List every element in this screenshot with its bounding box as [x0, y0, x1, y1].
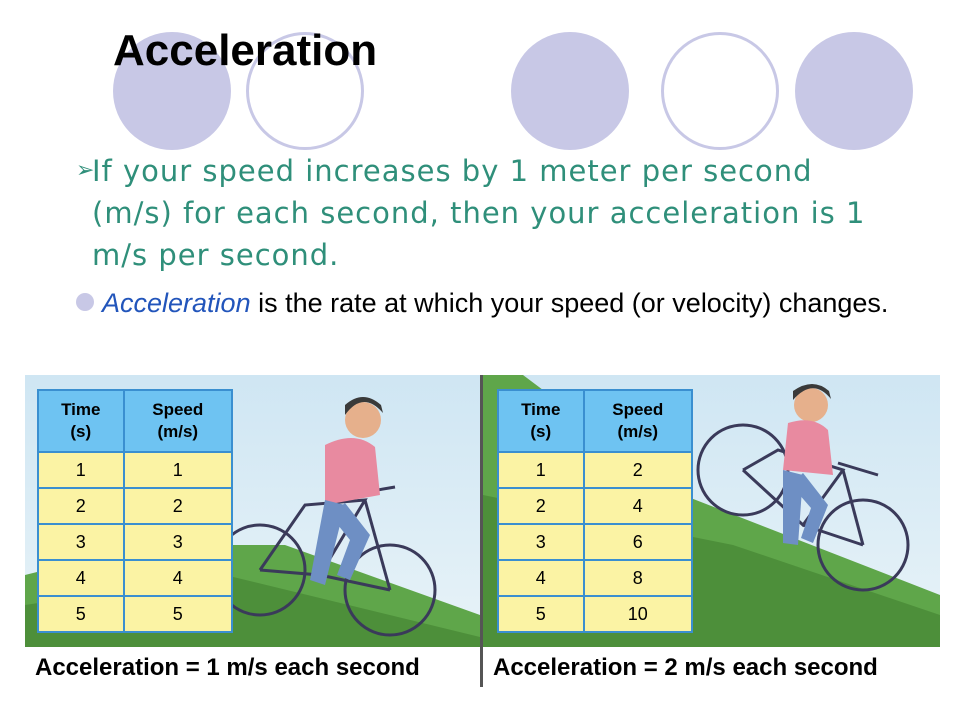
table-cell: 4: [497, 559, 585, 597]
left-header-time: Time (s): [37, 389, 125, 453]
table-cell: 2: [122, 487, 233, 525]
decor-circle-1: [113, 32, 231, 150]
table-cell: 2: [582, 451, 693, 489]
right-header-time: Time (s): [497, 389, 585, 453]
cyclist-icon: [783, 384, 833, 545]
table-cell: 3: [497, 523, 585, 561]
bicycle-icon: [696, 423, 910, 592]
table-cell: 10: [582, 595, 693, 633]
table-cell: 5: [37, 595, 125, 633]
table-cell: 4: [582, 487, 693, 525]
table-cell: 8: [582, 559, 693, 597]
bullet-2-rest: is the rate at which your speed (or velo…: [250, 288, 889, 318]
decor-circle-3: [795, 32, 913, 150]
decor-ring-1: [246, 32, 364, 150]
decor-circle-2: [511, 32, 629, 150]
bullet-point-1: ➢ If your speed increases by 1 meter per…: [76, 150, 876, 276]
panel-divider: [480, 375, 483, 687]
table-cell: 5: [122, 595, 233, 633]
table-cell: 1: [497, 451, 585, 489]
table-cell: 1: [122, 451, 233, 489]
right-header-speed: Speed (m/s): [582, 389, 693, 453]
decor-ring-2: [661, 32, 779, 150]
left-caption: Acceleration = 1 m/s each second: [35, 654, 420, 681]
table-cell: 3: [37, 523, 125, 561]
table-cell: 6: [582, 523, 693, 561]
bullet-1-text: If your speed increases by 1 meter per s…: [92, 154, 866, 272]
slide-title: Acceleration: [113, 26, 378, 75]
table-cell: 4: [37, 559, 125, 597]
table-cell: 2: [37, 487, 125, 525]
acceleration-term: Acceleration: [102, 288, 251, 318]
table-cell: 5: [497, 595, 585, 633]
cyclist-icon: [310, 397, 383, 585]
table-cell: 2: [497, 487, 585, 525]
table-cell: 3: [122, 523, 233, 561]
right-caption: Acceleration = 2 m/s each second: [493, 654, 878, 681]
bullet-2-text: Acceleration is the rate at which your s…: [76, 283, 896, 323]
bullet-point-2: Acceleration is the rate at which your s…: [76, 283, 896, 323]
table-row: 5 10: [497, 595, 693, 633]
left-header-speed: Speed (m/s): [122, 389, 233, 453]
arrow-bullet-icon: ➢: [76, 158, 96, 183]
table-cell: 1: [37, 451, 125, 489]
round-bullet-icon: [76, 293, 94, 311]
table-cell: 4: [122, 559, 233, 597]
